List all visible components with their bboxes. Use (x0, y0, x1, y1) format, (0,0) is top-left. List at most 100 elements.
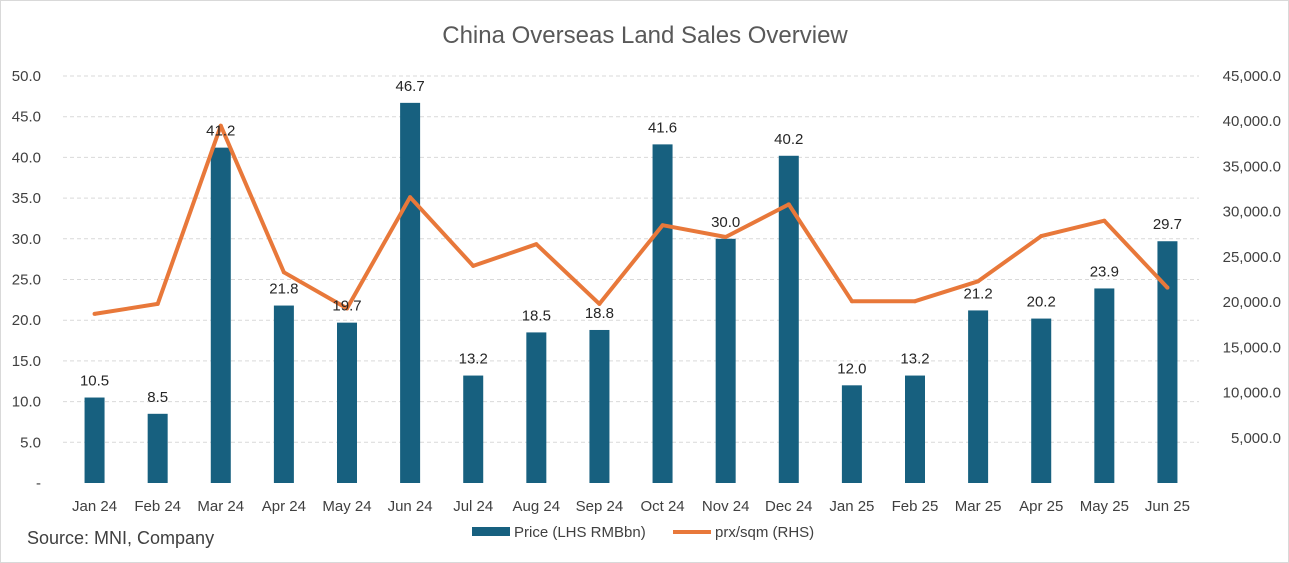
x-axis-labels: Jan 24 Feb 24 Mar 24 Apr 24 May 24 Jun 24 Jul … (72, 498, 1190, 515)
bar-data-labels: 10.5 8.5 41.2 21.8 19.7 46.7 13.2 18.5 18.8 41.6 3… (80, 78, 1182, 406)
x-tick-label: Jun 24 (388, 498, 433, 515)
bar-data-label: 13.2 (900, 351, 929, 368)
bar (841, 385, 862, 483)
bar (147, 413, 168, 483)
right-tick-label: 20,000.0 (1223, 294, 1281, 311)
line-point (471, 263, 476, 268)
right-tick-label: 25,000.0 (1223, 249, 1281, 266)
legend-label-prx-sqm: prx/sqm (RHS) (715, 524, 814, 541)
right-tick-label: 30,000.0 (1223, 204, 1281, 221)
bar (778, 155, 799, 483)
line-point (218, 123, 223, 128)
bar-data-label: 18.8 (585, 305, 614, 322)
left-tick-label: 30.0 (12, 231, 41, 248)
bar (715, 238, 736, 483)
bar (84, 397, 105, 483)
right-tick-label: 5,000.0 (1231, 430, 1281, 447)
x-tick-label: Oct 24 (640, 498, 684, 515)
bar (463, 375, 484, 483)
bar (1094, 288, 1115, 483)
bar-data-label: 41.2 (206, 123, 235, 140)
prx-sqm-line (92, 123, 1170, 316)
line-point (597, 301, 602, 306)
bar-data-label: 41.6 (648, 119, 677, 136)
bar (589, 329, 610, 483)
bar-data-label: 13.2 (459, 351, 488, 368)
x-tick-label: Jul 24 (453, 498, 493, 515)
bar (905, 375, 925, 483)
source-note: Source: MNI, Company (27, 528, 214, 548)
x-tick-label: Feb 25 (892, 498, 939, 515)
line-point (92, 311, 97, 316)
bar-data-label: 23.9 (1090, 263, 1119, 280)
bar-data-label: 19.7 (332, 298, 361, 315)
x-tick-label: Apr 24 (262, 498, 306, 515)
left-tick-label: 40.0 (12, 149, 41, 166)
line-point (849, 299, 854, 304)
line-point (155, 301, 160, 306)
bar (526, 332, 547, 483)
line-point (408, 195, 413, 200)
x-tick-label: May 25 (1080, 498, 1129, 515)
left-tick-label: 5.0 (20, 434, 41, 451)
line-point (1039, 234, 1044, 239)
line-point (281, 270, 286, 275)
line-point (976, 279, 981, 284)
bar (337, 322, 357, 483)
bar-data-label: 30.0 (711, 214, 740, 231)
line-point (723, 234, 728, 239)
line-path (94, 123, 1169, 316)
left-tick-label: 10.0 (12, 394, 41, 411)
bar-data-label: 12.0 (837, 360, 866, 377)
left-tick-label: 15.0 (12, 353, 41, 370)
bar-data-label: 10.5 (80, 373, 109, 390)
bar-data-label: 21.2 (964, 285, 993, 302)
right-tick-label: 15,000.0 (1223, 339, 1281, 356)
line-point (1165, 285, 1170, 290)
bar (273, 305, 294, 483)
bar-data-label: 20.2 (1027, 294, 1056, 311)
x-tick-label: May 24 (322, 498, 371, 515)
bar (400, 102, 421, 483)
left-tick-label: 50.0 (12, 68, 41, 85)
legend: Price (LHS RMBbn) prx/sqm (RHS) (472, 524, 814, 541)
bar-data-label: 18.5 (522, 307, 551, 324)
bar (210, 147, 231, 483)
left-tick-label: 35.0 (12, 190, 41, 207)
right-tick-label: 40,000.0 (1223, 113, 1281, 130)
left-tick-label: 45.0 (12, 109, 41, 126)
x-tick-label: Feb 24 (134, 498, 181, 515)
bar-data-label: 8.5 (147, 389, 168, 406)
bar (652, 144, 673, 483)
line-point (1102, 218, 1107, 223)
line-point (660, 223, 665, 228)
line-point (345, 306, 349, 311)
bar-data-label: 46.7 (396, 78, 425, 95)
bar-data-label: 21.8 (269, 281, 298, 298)
bar (968, 310, 989, 483)
x-tick-label: Jan 25 (829, 498, 874, 515)
x-tick-label: Jun 25 (1145, 498, 1190, 515)
left-tick-label: 25.0 (12, 272, 41, 289)
x-tick-label: Nov 24 (702, 498, 750, 515)
legend-label-price: Price (LHS RMBbn) (514, 524, 646, 541)
chart-title: China Overseas Land Sales Overview (442, 22, 848, 49)
right-tick-label: 45,000.0 (1223, 68, 1281, 85)
bar (1157, 241, 1178, 483)
line-point (913, 299, 917, 304)
x-tick-label: Mar 25 (955, 498, 1002, 515)
legend-swatch-price (472, 527, 510, 536)
left-tick-label: 20.0 (12, 312, 41, 329)
right-tick-label: 10,000.0 (1223, 385, 1281, 402)
x-tick-label: Sep 24 (576, 498, 624, 515)
bar (1031, 318, 1052, 483)
line-point (786, 202, 791, 207)
line-point (534, 242, 539, 247)
left-tick-label: - (36, 475, 41, 492)
x-tick-label: Mar 24 (197, 498, 244, 515)
bar-data-label: 40.2 (774, 131, 803, 148)
left-axis-ticks: - 5.0 10.0 15.0 20.0 25.0 30.0 35.0 40.0 45.0 50.0 (12, 68, 41, 492)
x-tick-label: Jan 24 (72, 498, 117, 515)
